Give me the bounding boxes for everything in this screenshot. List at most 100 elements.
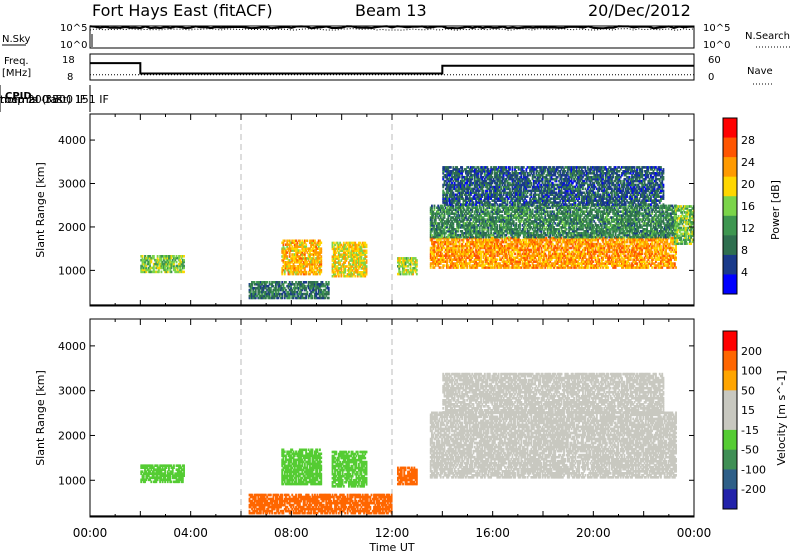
data-cell	[301, 257, 304, 260]
data-cell	[409, 261, 412, 264]
data-cell	[142, 268, 145, 272]
data-cell	[165, 264, 168, 268]
data-cell	[363, 251, 365, 255]
data-cell	[408, 259, 411, 262]
data-cell	[400, 261, 403, 264]
data-cell	[141, 260, 144, 264]
data-cell	[414, 266, 417, 270]
data-cell	[344, 253, 347, 256]
data-cell	[305, 247, 308, 250]
data-cell	[281, 268, 284, 272]
data-cell	[149, 264, 151, 268]
data-cell	[496, 224, 499, 227]
data-cell	[348, 269, 350, 272]
cpid-label: CPID	[5, 91, 32, 102]
data-cell	[335, 255, 338, 258]
data-cell	[287, 266, 290, 270]
data-cell	[337, 271, 340, 274]
data-cell	[361, 271, 364, 274]
data-cell	[351, 263, 354, 266]
data-cell	[336, 249, 339, 253]
data-cell	[316, 251, 319, 254]
data-cell	[358, 253, 360, 256]
data-cell	[291, 266, 294, 270]
data-cell	[342, 263, 345, 266]
data-cell	[146, 255, 149, 258]
data-cell	[302, 261, 305, 264]
data-cell	[285, 243, 287, 246]
data-cell	[320, 249, 323, 252]
data-cell	[331, 265, 334, 268]
data-cell	[286, 257, 289, 260]
data-cell	[345, 265, 348, 268]
data-cell	[312, 241, 315, 245]
data-cell	[303, 247, 306, 250]
data-cell	[405, 270, 408, 274]
data-cell	[363, 263, 365, 266]
data-cell	[282, 243, 285, 246]
data-cell	[316, 241, 319, 245]
data-cell	[305, 243, 308, 246]
data-cell	[397, 257, 399, 260]
data-cell	[283, 249, 286, 252]
data-cell	[147, 268, 150, 272]
data-cell	[174, 256, 177, 260]
data-cell	[312, 253, 315, 256]
data-cell	[340, 247, 343, 251]
data-cell	[288, 243, 291, 246]
data-cell	[150, 260, 153, 264]
data-cell	[412, 266, 414, 270]
data-cell	[565, 228, 568, 231]
data-cell	[336, 255, 339, 258]
data-cell	[309, 255, 311, 258]
data-cell	[300, 272, 302, 276]
data-cell	[303, 253, 306, 256]
data-cell	[309, 241, 311, 245]
data-cell	[309, 261, 311, 264]
data-cell	[332, 259, 335, 262]
data-cell	[472, 235, 475, 239]
nsky-tick-bottom: 10^0	[60, 40, 87, 51]
data-cell	[311, 266, 314, 270]
data-cell	[319, 243, 321, 246]
data-cell	[315, 266, 318, 270]
data-cell	[402, 270, 404, 274]
data-cell	[403, 268, 406, 272]
data-cell	[300, 261, 302, 264]
data-cell	[170, 255, 173, 258]
data-cell	[282, 239, 285, 243]
data-cell	[163, 258, 165, 262]
data-cell	[410, 259, 413, 262]
data-cell	[298, 266, 301, 270]
data-cell	[351, 247, 354, 251]
data-cell	[315, 265, 318, 268]
data-cell	[306, 261, 309, 264]
data-cell	[166, 266, 169, 270]
data-cell	[319, 247, 321, 250]
data-cell	[300, 266, 302, 270]
data-cell	[344, 267, 347, 270]
data-cell	[296, 261, 299, 264]
data-cell	[312, 249, 315, 252]
data-cell	[358, 265, 360, 268]
data-cell	[290, 270, 292, 274]
data-cell	[303, 270, 306, 274]
data-cell	[288, 255, 291, 258]
data-cell	[356, 243, 359, 247]
cpid-segment-label: rbsp 200 IF	[0, 93, 62, 106]
data-cell	[350, 274, 353, 278]
data-cell	[144, 256, 146, 260]
data-cell	[163, 255, 165, 258]
data-cell	[300, 257, 302, 260]
data-cell	[364, 261, 367, 264]
data-cell	[298, 255, 301, 258]
data-cell	[340, 253, 343, 256]
data-cell	[359, 265, 362, 268]
data-cell	[404, 268, 407, 272]
data-cell	[359, 261, 362, 264]
data-cell	[311, 239, 314, 243]
data-cell	[150, 256, 153, 260]
data-cell	[348, 243, 350, 247]
data-cell	[157, 258, 160, 262]
data-cell	[150, 270, 153, 274]
